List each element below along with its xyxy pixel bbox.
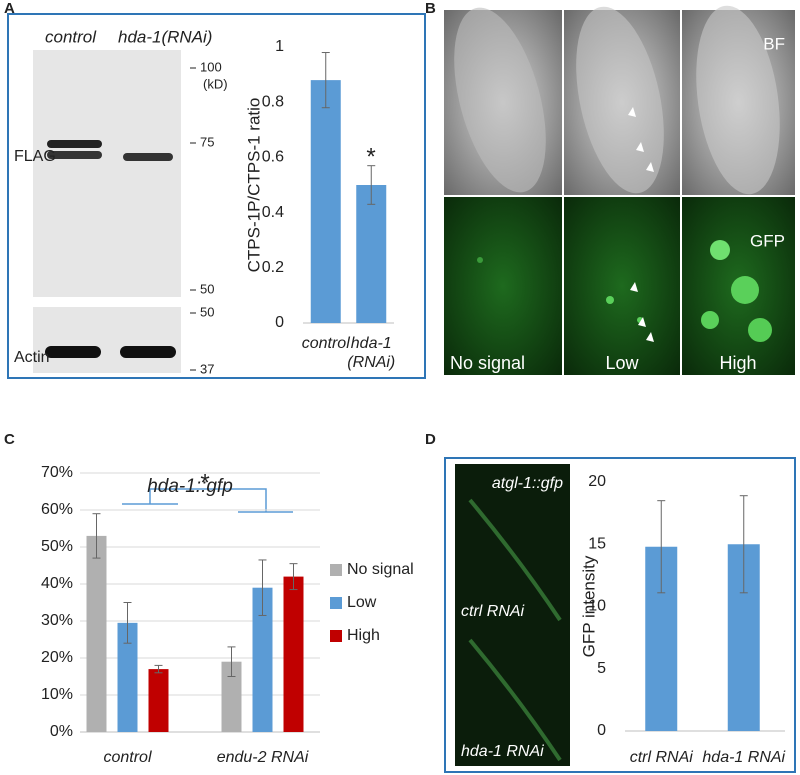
worm-image: [455, 464, 570, 766]
y-tick-label: 30%: [41, 612, 73, 629]
significance-bracket: [122, 488, 293, 513]
blot-row-label: Actin: [14, 349, 50, 366]
panel-label: D: [425, 431, 436, 448]
marker-label: 75: [200, 134, 214, 149]
bar: [283, 576, 304, 732]
legend-swatch: [330, 564, 342, 576]
blot-row-label: FLAG: [14, 148, 56, 165]
y-tick-label: 60%: [41, 501, 73, 518]
y-tick-label: 10: [588, 598, 606, 615]
bar: [310, 80, 341, 324]
micrograph-row-label: BF: [763, 34, 785, 53]
bar: [117, 622, 138, 732]
bar: [86, 535, 107, 732]
y-tick-label: 10%: [41, 686, 73, 703]
y-tick-label: 15: [588, 535, 606, 552]
y-tick-label: 0: [597, 722, 606, 739]
blot-band: [123, 153, 173, 161]
chart-title: hda-1::gfp: [147, 476, 233, 497]
blot-band: [47, 140, 102, 148]
y-tick-label: 1: [275, 38, 284, 55]
bar: [356, 185, 387, 323]
y-tick-label: 70%: [41, 464, 73, 481]
y-tick-label: 20: [588, 473, 606, 490]
legend-label: No signal: [347, 561, 414, 578]
y-tick-label: 0.4: [262, 204, 284, 221]
x-tick-label: control: [103, 749, 152, 766]
annotation: *: [366, 143, 375, 170]
blot-band: [45, 346, 101, 358]
x-tick-label: ctrl RNAi: [629, 749, 693, 766]
legend-swatch: [330, 630, 342, 642]
x-tick-label: endu-2 RNAi: [216, 749, 309, 766]
image-label: atgl-1::gfp: [492, 475, 563, 492]
y-axis-label: CTPS-1P/CTPS-1 ratio: [244, 98, 263, 273]
legend-label: High: [347, 627, 380, 644]
y-tick-label: 0.8: [262, 93, 284, 110]
marker-label: 50: [200, 281, 214, 296]
marker-label: 37: [200, 361, 214, 376]
blot-band: [47, 151, 102, 159]
marker-ticks: [190, 67, 196, 371]
micrograph-column-label: Low: [605, 353, 639, 373]
x-tick-label: hda-1 (RNAi): [347, 335, 396, 371]
blot-band: [120, 346, 176, 358]
y-tick-label: 20%: [41, 649, 73, 666]
y-axis-label: GFP intensity: [579, 555, 598, 657]
bar: [252, 587, 273, 732]
legend-label: Low: [347, 594, 377, 611]
y-tick-label: 50%: [41, 538, 73, 555]
marker-label: (kD): [203, 76, 228, 91]
y-tick-label: 0.2: [262, 259, 284, 276]
worm: [468, 498, 562, 762]
y-tick-label: 40%: [41, 575, 73, 592]
blot-column-label: control: [45, 27, 97, 46]
blot-column-label: hda-1(RNAi): [118, 27, 212, 46]
panel-label: A: [4, 0, 15, 17]
micrographs: [444, 5, 795, 375]
panel-frame: [444, 457, 796, 773]
micrograph-row-label: GFP: [750, 231, 785, 250]
marker-label: 50: [200, 304, 214, 319]
image-label: ctrl RNAi: [461, 603, 525, 620]
panel-label: C: [4, 431, 15, 448]
image-label: hda-1 RNAi: [461, 743, 544, 760]
y-tick-label: 0: [275, 314, 284, 331]
bar: [221, 661, 242, 732]
y-tick-label: 0%: [50, 723, 73, 740]
panel-frame: [7, 13, 426, 379]
marker-label: 100: [200, 59, 222, 74]
micrograph-column-label: High: [719, 353, 756, 373]
micrograph-column-label: No signal: [450, 353, 525, 373]
x-tick-label: hda-1 RNAi: [702, 749, 786, 766]
blot-image: [33, 307, 181, 373]
bar: [148, 669, 169, 732]
panel-label: B: [425, 0, 436, 17]
annotation: *: [200, 469, 209, 496]
y-tick-label: 5: [597, 660, 606, 677]
y-tick-label: 0.6: [262, 149, 284, 166]
legend-swatch: [330, 597, 342, 609]
blot-image: [33, 50, 181, 297]
x-tick-label: control: [301, 335, 350, 352]
